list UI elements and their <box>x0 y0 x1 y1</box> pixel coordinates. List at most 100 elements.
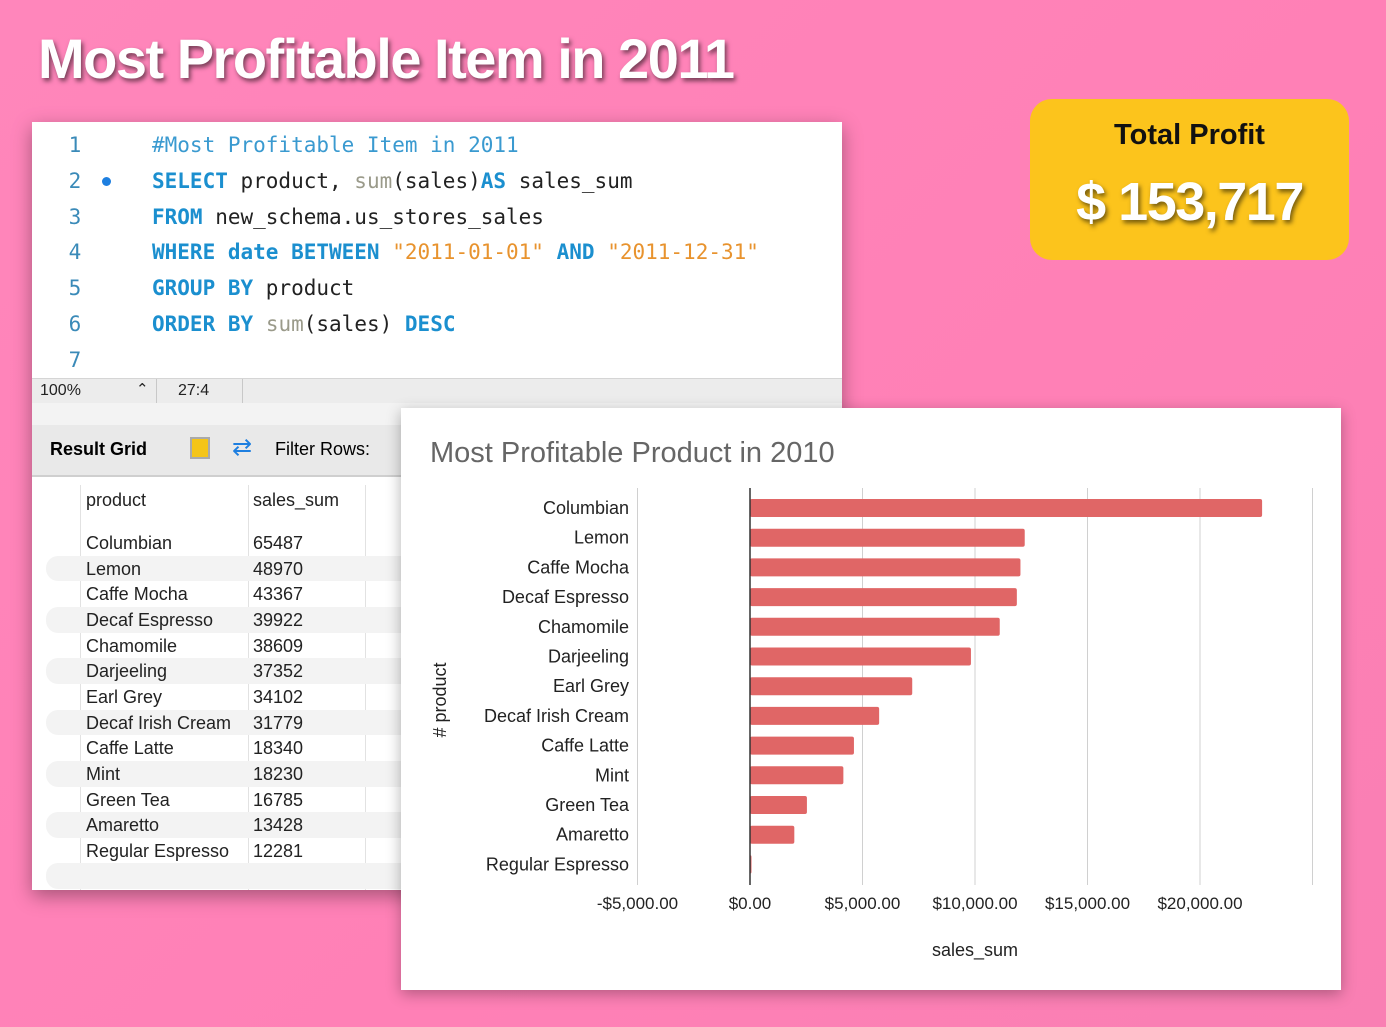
category-label: Lemon <box>574 528 629 548</box>
total-profit-card: Total Profit $ 153,717 <box>1030 99 1349 260</box>
cell-product: Mint <box>86 763 121 784</box>
bar-chart-panel: Most Profitable Product in 2010 sales_su… <box>401 408 1341 990</box>
code-token: sum <box>354 168 393 193</box>
category-label: Chamomile <box>538 617 629 637</box>
column-header-sales-sum[interactable]: sales_sum <box>253 490 340 510</box>
code-token: (sales) <box>392 168 481 193</box>
cursor-position: 27:4 <box>178 382 210 399</box>
category-label: Decaf Irish Cream <box>484 706 629 726</box>
cell-product: Chamomile <box>86 635 178 656</box>
code-token: ORDER BY <box>152 312 254 336</box>
cell-sales-sum: 12281 <box>253 840 304 861</box>
code-token: GROUP BY <box>152 276 254 301</box>
sql-code-area[interactable]: 1 #Most Profitable Item in 2011 2 SELECT pr… <box>32 122 842 378</box>
category-label: Darjeeling <box>548 647 629 667</box>
bar <box>750 706 880 725</box>
line-number: 3 <box>68 204 82 229</box>
cell-sales-sum: 31779 <box>253 712 304 733</box>
code-token: DESC <box>404 312 456 336</box>
code-text: #Most Profitable Item in 2011 <box>152 127 519 163</box>
bar <box>750 588 1017 607</box>
x-tick-label: $20,000.00 <box>1157 894 1242 913</box>
editor-status-bar: 100% ⌃ 27:4 <box>32 378 842 403</box>
category-label: Mint <box>595 765 629 785</box>
bar <box>750 617 1000 636</box>
table-row[interactable]: Earl Grey 34102 <box>46 684 842 710</box>
code-token: AS <box>480 168 507 193</box>
category-label: Earl Grey <box>553 676 629 696</box>
cell-product: Green Tea <box>86 789 170 810</box>
code-line[interactable]: 7 <box>32 342 842 378</box>
category-label: Columbian <box>543 498 629 518</box>
code-token: "2011-12-31" <box>607 240 759 265</box>
cell-product: Caffe Latte <box>86 738 174 759</box>
code-text: SELECT product, sum(sales)AS sales_sum <box>152 163 632 199</box>
zoom-stepper-icon[interactable]: ⌃ <box>136 381 149 398</box>
line-number: 6 <box>68 312 82 336</box>
bar <box>750 766 844 785</box>
code-line[interactable]: 1 #Most Profitable Item in 2011 <box>32 127 842 163</box>
code-line[interactable]: 4 WHERE date BETWEEN "2011-01-01" AND "20… <box>32 234 842 270</box>
code-line[interactable]: 5 GROUP BY product <box>32 270 842 306</box>
line-number: 2 <box>68 168 82 193</box>
cell-sales-sum: 43367 <box>253 584 304 605</box>
bar <box>750 736 854 755</box>
bar <box>750 558 1021 577</box>
category-label: Caffe Latte <box>541 736 629 756</box>
category-label: Green Tea <box>545 795 630 815</box>
x-axis-label: sales_sum <box>932 940 1018 961</box>
cell-sales-sum: 18340 <box>253 738 304 759</box>
bar <box>750 528 1025 547</box>
table-row[interactable]: Caffe Mocha 43367 <box>46 581 842 607</box>
cell-product: Columbian <box>86 533 173 553</box>
cell-product: Regular Espresso <box>86 840 230 861</box>
total-profit-value: $ 153,717 <box>1076 172 1304 232</box>
bar <box>750 647 971 666</box>
bar <box>750 677 913 696</box>
code-token: (sales) <box>303 312 405 336</box>
cell-product: Lemon <box>86 558 142 579</box>
refresh-icon[interactable]: ⇄ <box>232 434 253 461</box>
cell-sales-sum: 39922 <box>253 609 304 630</box>
code-token: SELECT <box>152 168 228 193</box>
code-token: #Most Profitable Item in 2011 <box>152 133 519 157</box>
cell-sales-sum: 16785 <box>253 789 304 810</box>
x-tick-label: $10,000.00 <box>932 894 1017 913</box>
y-axis-label: # product <box>430 662 450 737</box>
table-row[interactable]: Columbian 65487 <box>46 530 842 556</box>
code-token <box>380 240 393 264</box>
bar <box>750 796 807 814</box>
x-tick-label: $0.00 <box>729 894 772 913</box>
code-line[interactable]: 3 FROM new_schema.us_stores_sales <box>32 199 842 235</box>
chart-title: Most Profitable Product in 2010 <box>430 437 835 469</box>
statement-marker-icon <box>102 176 111 186</box>
table-row[interactable]: Regular Espresso 12281 <box>46 838 842 864</box>
cell-sales-sum: 65487 <box>253 533 304 553</box>
page-title: Most Profitable Item in 2011 <box>38 27 735 90</box>
line-number: 7 <box>68 347 82 372</box>
code-line[interactable]: 6 ORDER BY sum(sales) DESC <box>32 306 842 342</box>
cell-sales-sum: 48970 <box>253 558 304 579</box>
line-number: 1 <box>68 133 82 157</box>
zoom-level[interactable]: 100% <box>40 382 81 399</box>
cell-product: Darjeeling <box>86 661 168 682</box>
category-label: Regular Espresso <box>486 854 629 874</box>
code-token <box>253 312 266 336</box>
cell-sales-sum: 18230 <box>253 763 304 784</box>
cell-product: Amaretto <box>86 815 160 836</box>
cell-product: Decaf Espresso <box>86 609 214 630</box>
table-row[interactable]: Green Tea 16785 <box>46 787 842 813</box>
code-token <box>595 240 608 264</box>
cell-sales-sum: 13428 <box>253 815 304 836</box>
bar-chart: Most Profitable Product in 2010 sales_su… <box>430 437 1313 961</box>
code-token: new_schema.us_stores_sales <box>202 204 544 229</box>
result-grid-tab[interactable]: Result Grid <box>50 439 148 459</box>
total-profit-label: Total Profit <box>1114 119 1265 151</box>
line-number: 4 <box>68 240 82 265</box>
code-line[interactable]: 2 SELECT product, sum(sales)AS sales_sum <box>32 163 842 199</box>
grid-view-icon[interactable] <box>190 437 210 459</box>
table-row[interactable]: Chamomile 38609 <box>46 633 842 659</box>
column-header-product[interactable]: product <box>86 490 147 510</box>
table-row[interactable]: Caffe Latte 18340 <box>46 735 842 761</box>
code-text: ORDER BY sum(sales) DESC <box>152 306 455 342</box>
